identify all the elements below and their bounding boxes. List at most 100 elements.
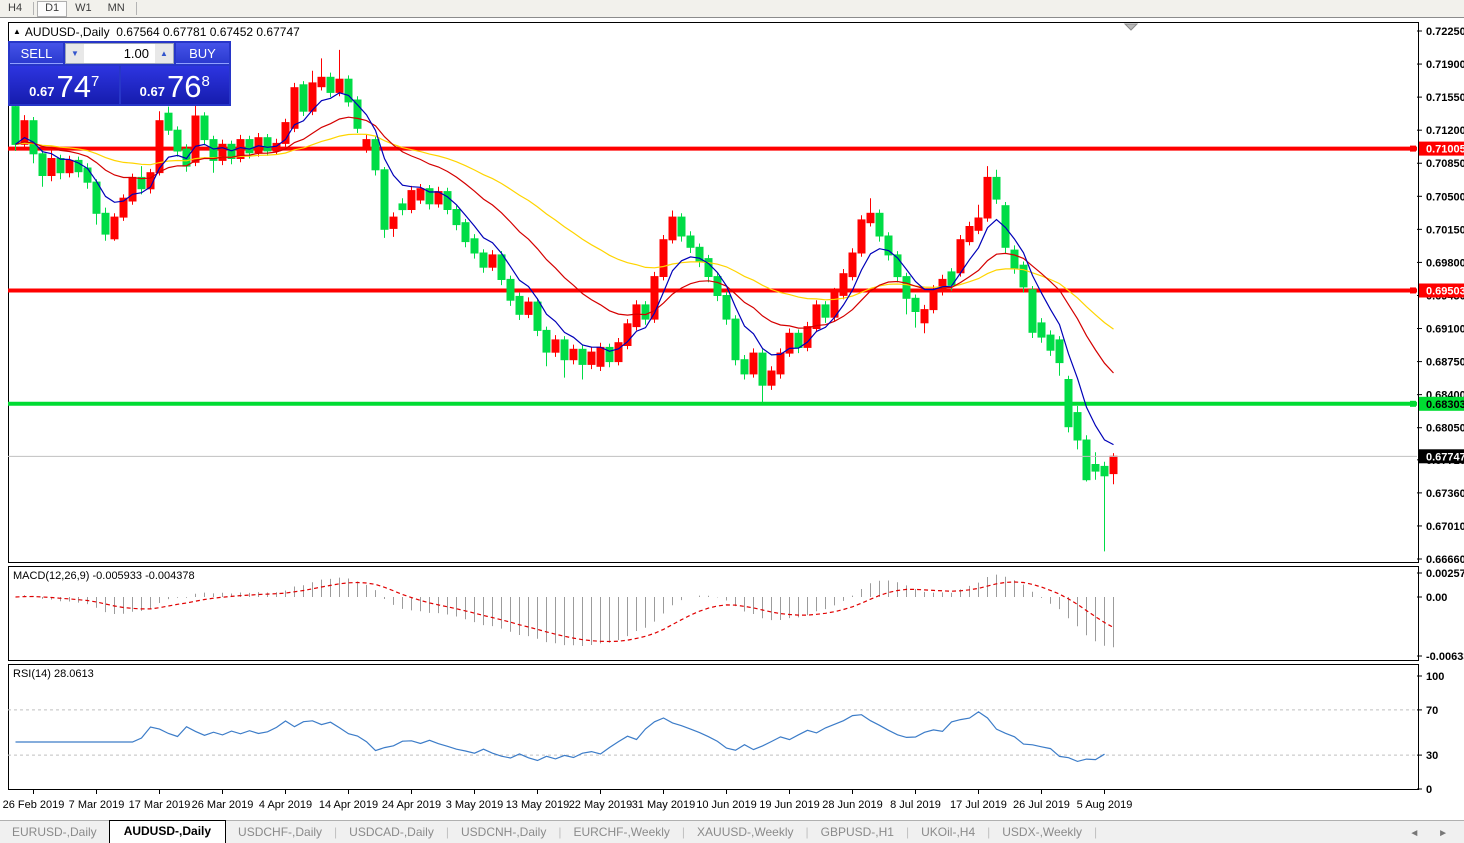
volume-spinner: ▼ 1.00 ▲ xyxy=(65,43,174,64)
tab-separator: | xyxy=(1094,825,1098,839)
svg-text:0.72250: 0.72250 xyxy=(1426,26,1464,38)
chart-tab-gbpusd-h1[interactable]: GBPUSD-,H1 xyxy=(820,825,894,839)
buy-price-big-digits: 76 xyxy=(166,69,202,104)
svg-text:0.69450: 0.69450 xyxy=(1426,291,1464,303)
rsi-indicator-label: RSI(14) 28.0613 xyxy=(13,668,94,680)
chart-ohlc-values: 0.67564 0.67781 0.67452 0.67747 xyxy=(116,25,300,39)
chart-tab-xauusd-weekly[interactable]: XAUUSD-,Weekly xyxy=(697,825,794,839)
svg-text:0.00: 0.00 xyxy=(1426,592,1447,604)
chart-tab-usdcad-daily[interactable]: USDCAD-,Daily xyxy=(349,825,434,839)
svg-text:28 Jun 2019: 28 Jun 2019 xyxy=(822,799,883,811)
svg-text:19 Jun 2019: 19 Jun 2019 xyxy=(759,799,820,811)
sell-price-box[interactable]: 0.67 74 7 xyxy=(10,66,119,104)
timeframe-button-mn[interactable]: MN xyxy=(107,2,125,14)
date-axis: 26 Feb 2019 7 Mar 2019 17 Mar 2019 26 Mar 2… xyxy=(3,789,1133,811)
svg-text:0.67710: 0.67710 xyxy=(1426,455,1464,467)
svg-text:0.68050: 0.68050 xyxy=(1426,423,1464,435)
macd-panel[interactable] xyxy=(8,566,1419,661)
svg-text:0.67747: 0.67747 xyxy=(1426,451,1464,463)
svg-text:10 Jun 2019: 10 Jun 2019 xyxy=(696,799,757,811)
svg-text:0.71550: 0.71550 xyxy=(1426,92,1464,104)
svg-text:0.67360: 0.67360 xyxy=(1426,488,1464,500)
svg-text:0.002574: 0.002574 xyxy=(1426,568,1464,580)
macd-name: MACD(12,26,9) xyxy=(13,570,90,582)
sell-price-fraction: 0.67 xyxy=(29,84,55,99)
volume-decrease-button[interactable]: ▼ xyxy=(66,44,84,63)
timeframe-button-h4[interactable]: H4 xyxy=(8,2,23,14)
rsi-panel[interactable] xyxy=(8,664,1419,790)
buy-price-pip-digit: 8 xyxy=(201,73,210,90)
svg-text:24 Apr 2019: 24 Apr 2019 xyxy=(382,799,441,811)
svg-text:0.66660: 0.66660 xyxy=(1426,554,1464,566)
sell-price-big-digits: 74 xyxy=(56,69,91,104)
sell-price-pip-digit: 7 xyxy=(90,73,100,90)
chart-tab-usdx-weekly[interactable]: USDX-,Weekly xyxy=(1002,825,1083,839)
svg-text:0.68400: 0.68400 xyxy=(1426,390,1464,402)
svg-text:0.68750: 0.68750 xyxy=(1426,357,1464,369)
timeframe-button-d1[interactable]: D1 xyxy=(37,0,68,17)
svg-text:8 Jul 2019: 8 Jul 2019 xyxy=(890,799,941,811)
timeframe-toolbar: H4 D1 W1 MN xyxy=(0,0,1464,18)
svg-text:17 Jul 2019: 17 Jul 2019 xyxy=(950,799,1007,811)
chart-tab-usdcnh-daily[interactable]: USDCNH-,Daily xyxy=(460,825,547,839)
svg-text:26 Feb 2019: 26 Feb 2019 xyxy=(3,799,65,811)
svg-text:13 May 2019: 13 May 2019 xyxy=(506,799,570,811)
chart-symbol-label: AUDUSD-,Daily xyxy=(24,25,110,39)
svg-text:26 Mar 2019: 26 Mar 2019 xyxy=(192,799,254,811)
tab-separator: | xyxy=(445,825,449,839)
tab-separator: | xyxy=(905,825,910,839)
svg-text:0.68303: 0.68303 xyxy=(1426,399,1464,411)
timeframe-button-w1[interactable]: W1 xyxy=(75,2,92,14)
svg-text:0.71005: 0.71005 xyxy=(1426,144,1464,156)
chart-tab-eurchf-weekly[interactable]: EURCHF-,Weekly xyxy=(573,825,670,839)
svg-text:0.67010: 0.67010 xyxy=(1426,521,1464,533)
price-axis: 0.72250 0.71900 0.71550 0.71200 0.70850 0.705… xyxy=(1417,26,1464,566)
svg-text:0.70150: 0.70150 xyxy=(1426,224,1464,236)
volume-increase-button[interactable]: ▲ xyxy=(155,44,173,63)
chart-tab-audusd-daily[interactable]: AUDUSD-,Daily xyxy=(108,820,227,843)
chart-title: ▲ AUDUSD-,Daily 0.67564 0.67781 0.67452 0… xyxy=(13,25,300,39)
sell-button[interactable]: SELL xyxy=(10,43,63,64)
svg-text:22 May 2019: 22 May 2019 xyxy=(569,799,633,811)
buy-price-box[interactable]: 0.67 76 8 xyxy=(120,66,229,104)
svg-text:31 May 2019: 31 May 2019 xyxy=(632,799,696,811)
buy-price-fraction: 0.67 xyxy=(139,84,165,99)
svg-text:100: 100 xyxy=(1426,671,1444,683)
svg-text:0.70500: 0.70500 xyxy=(1426,191,1464,203)
level-price-badge: 0.68303 xyxy=(1419,396,1464,411)
toolbar-separator xyxy=(135,2,137,15)
tab-separator: | xyxy=(805,825,809,839)
svg-text:4 Apr 2019: 4 Apr 2019 xyxy=(259,799,312,811)
chart-tab-eurusd-daily[interactable]: EURUSD-,Daily xyxy=(12,825,97,839)
chart-tab-ukoil-h4[interactable]: UKOil-,H4 xyxy=(921,825,976,839)
svg-text:5 Aug 2019: 5 Aug 2019 xyxy=(1077,799,1133,811)
svg-text:0.69100: 0.69100 xyxy=(1426,324,1464,336)
svg-text:14 Apr 2019: 14 Apr 2019 xyxy=(319,799,378,811)
tab-separator: | xyxy=(681,825,686,839)
level-price-badge: 0.71005 xyxy=(1419,141,1464,156)
one-click-trade-panel: SELL ▼ 1.00 ▲ BUY 0.67 74 7 0.67 76 8 xyxy=(8,41,231,106)
rsi-value: 28.0613 xyxy=(53,668,94,680)
tab-separator: | xyxy=(558,825,562,839)
svg-text:-0.006338: -0.006338 xyxy=(1426,651,1464,663)
tab-scroll-arrows[interactable]: ◄ ► xyxy=(1409,828,1456,839)
chart-tab-usdchf-daily[interactable]: USDCHF-,Daily xyxy=(238,825,323,839)
svg-text:3 May 2019: 3 May 2019 xyxy=(446,799,503,811)
macd-values: -0.005933 -0.004378 xyxy=(92,570,195,582)
svg-text:0.69503: 0.69503 xyxy=(1426,286,1464,298)
symbol-tabbar: EURUSD-,Daily AUDUSD-,Daily USDCHF-,Daily |… xyxy=(0,820,1464,843)
volume-input[interactable]: 1.00 xyxy=(123,46,149,61)
svg-text:17 Mar 2019: 17 Mar 2019 xyxy=(129,799,191,811)
svg-text:0.70850: 0.70850 xyxy=(1426,158,1464,170)
toolbar-separator xyxy=(33,2,35,15)
rsi-name: RSI(14) xyxy=(13,668,51,680)
svg-text:0.71900: 0.71900 xyxy=(1426,59,1464,71)
buy-button[interactable]: BUY xyxy=(176,43,229,64)
level-price-badge: 0.69503 xyxy=(1419,283,1464,298)
current-price-badge: 0.67747 xyxy=(1419,449,1464,464)
macd-indicator-label: MACD(12,26,9) -0.005933 -0.004378 xyxy=(13,570,195,582)
symbol-triangle-icon: ▲ xyxy=(13,27,21,36)
svg-text:0: 0 xyxy=(1426,784,1432,796)
tab-separator: | xyxy=(987,825,991,839)
